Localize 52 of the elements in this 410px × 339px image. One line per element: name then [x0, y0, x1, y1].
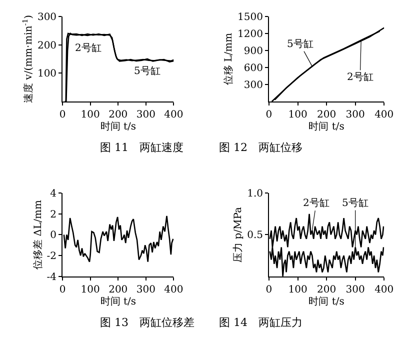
y-tick-label: 200: [37, 40, 57, 52]
x-tick-label: 0: [266, 109, 272, 120]
text: 图 14 两缸压力: [219, 316, 302, 329]
y-tick-label: 300: [244, 80, 263, 91]
x-tick-label: 0: [59, 284, 66, 296]
x-tick-label: 100: [288, 109, 308, 120]
series-label: 2号缸: [303, 198, 330, 209]
y-axis-title: 压力 p/MPa: [232, 206, 244, 262]
y-tick-label: 100: [37, 68, 57, 80]
x-tick-label: 100: [80, 284, 100, 296]
x-tick-label: 400: [374, 109, 394, 120]
x-axis-title: 时间 t/s: [308, 120, 344, 132]
x-tick-label: 200: [108, 109, 128, 120]
x-tick-label: 100: [288, 284, 308, 296]
x-tick-label: 300: [136, 284, 156, 296]
x-tick-label: 300: [136, 109, 156, 120]
x-tick-label: 200: [317, 284, 336, 296]
series-label: 2号缸: [75, 43, 102, 54]
text: 图 11 两缸速度: [100, 141, 184, 154]
x-tick-label: 200: [108, 284, 128, 296]
y-tick-label: 0: [50, 230, 57, 242]
y-tick-label: 2: [50, 209, 57, 220]
y-tick-label: 1500: [238, 12, 263, 23]
x-tick-label: 0: [59, 109, 66, 120]
y-tick-label: -2: [46, 251, 57, 262]
y-tick-label: 300: [37, 12, 57, 23]
x-tick-label: 400: [164, 109, 184, 120]
y-axis-title: 位移 L/mm: [222, 32, 235, 86]
x-tick-label: 200: [317, 109, 336, 120]
text: 5号缸: [342, 198, 368, 209]
y-tick-label: 900: [244, 46, 263, 57]
x-tick-label: 400: [164, 284, 184, 296]
x-tick-label: 300: [346, 109, 365, 120]
x-tick-label: 0: [266, 284, 272, 296]
y-tick-label: 0.5: [247, 230, 263, 242]
x-tick-label: 100: [80, 109, 100, 120]
x-tick-label: 400: [374, 284, 394, 296]
series-label: 5号缸: [134, 66, 160, 77]
text: 2号缸: [347, 72, 374, 83]
x-tick-label: 300: [346, 284, 365, 296]
x-axis-title: 时间 t/s: [100, 120, 136, 132]
x-axis-title: 时间 t/s: [308, 295, 344, 308]
y-tick-label: -4: [46, 272, 57, 283]
text: 图 12 两缸位移: [219, 141, 302, 154]
x-axis-title: 时间 t/s: [100, 295, 136, 308]
y-tick-label: 600: [244, 62, 263, 74]
y-tick-label: 1.0: [247, 188, 263, 200]
y-tick-label: 1200: [238, 28, 263, 40]
y-axis-title: 位移差 ΔL/mm: [32, 200, 44, 270]
series-label: 5号缸: [287, 39, 314, 50]
text: 图 13 两缸位移差: [100, 316, 194, 329]
y-tick-label: 4: [50, 188, 57, 200]
